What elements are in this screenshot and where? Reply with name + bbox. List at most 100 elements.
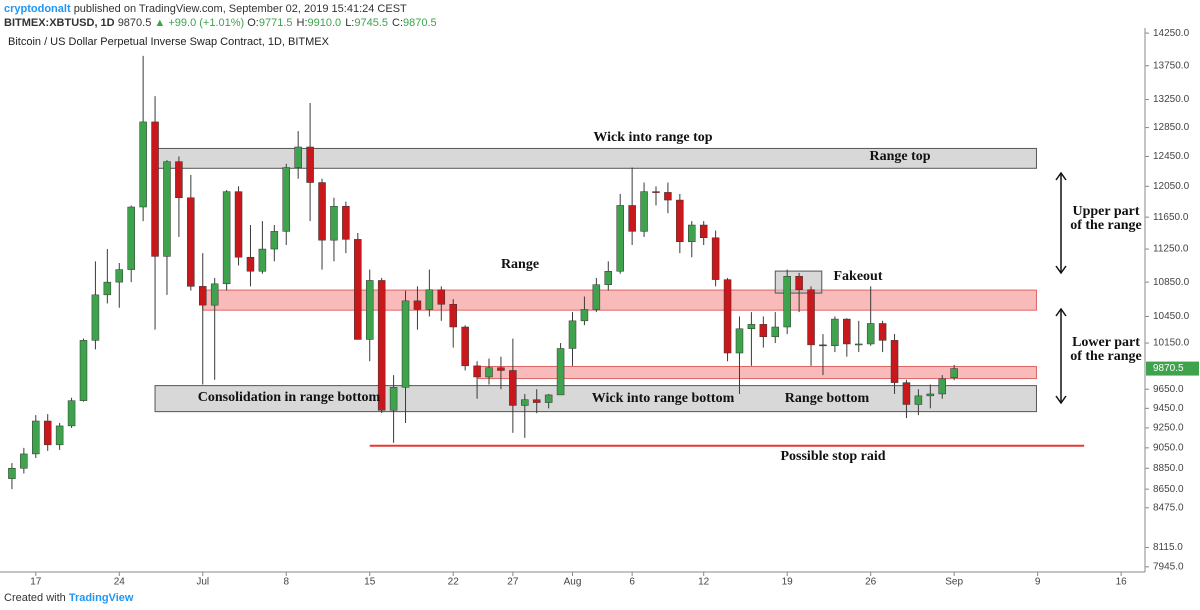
arrow-head bbox=[1055, 171, 1067, 181]
candle-body bbox=[592, 284, 601, 310]
candle-body bbox=[258, 248, 267, 272]
annotation: Range bbox=[501, 257, 539, 272]
candle-body bbox=[79, 340, 88, 401]
candle-body bbox=[210, 283, 219, 306]
y-tick-label: 9450.0 bbox=[1153, 403, 1184, 414]
candle-body bbox=[926, 393, 935, 397]
x-tick-label: Aug bbox=[564, 577, 582, 588]
candle-body bbox=[604, 271, 613, 285]
x-tick-label: 24 bbox=[114, 577, 126, 588]
x-tick-label: 27 bbox=[507, 577, 519, 588]
candle-body bbox=[67, 400, 76, 427]
annotation: of the range bbox=[1070, 349, 1142, 364]
x-tick-label: Jul bbox=[196, 577, 209, 588]
annotation: Possible stop raid bbox=[780, 449, 885, 464]
annotation: Range top bbox=[869, 149, 930, 164]
candle-body bbox=[413, 300, 422, 310]
candle-body bbox=[294, 146, 302, 168]
candle-body bbox=[270, 231, 279, 250]
chart-title: Bitcoin / US Dollar Perpetual Inverse Sw… bbox=[8, 36, 330, 48]
candle-body bbox=[354, 239, 362, 340]
ohlc-value: 9910.0 bbox=[307, 17, 342, 29]
ohlc-value: 9870.5 bbox=[403, 17, 437, 29]
candle-body bbox=[473, 365, 481, 378]
ohlc-key: O: bbox=[247, 17, 259, 29]
candle-body bbox=[306, 146, 314, 183]
candle-body bbox=[950, 368, 958, 379]
symbol-line: BITMEX:XBTUSD, 1D 9870.5 ▲ +99.0 (+1.01%… bbox=[4, 16, 441, 30]
candle-body bbox=[938, 378, 946, 395]
brand[interactable]: TradingView bbox=[68, 592, 134, 604]
zone bbox=[154, 385, 1037, 413]
y-tick-label: 7945.0 bbox=[1153, 561, 1184, 572]
y-tick-label: 12850.0 bbox=[1153, 122, 1190, 133]
y-tick-label: 10450.0 bbox=[1153, 311, 1190, 322]
arrow-head bbox=[1055, 265, 1067, 275]
candle-body bbox=[580, 309, 589, 322]
candle-body bbox=[246, 256, 255, 272]
published: published on TradingView.com, September … bbox=[73, 3, 407, 15]
candle-body bbox=[127, 206, 135, 270]
last-price-tag bbox=[1146, 361, 1199, 376]
candle-body bbox=[139, 121, 147, 208]
candle-body bbox=[509, 370, 517, 406]
publish-line: cryptodonalt published on TradingView.co… bbox=[4, 2, 441, 16]
candle-body bbox=[568, 320, 577, 349]
candle-body bbox=[723, 279, 732, 354]
candle-body bbox=[449, 304, 457, 328]
candle-body bbox=[735, 328, 744, 354]
candle-body bbox=[437, 289, 446, 305]
candle-body bbox=[664, 192, 672, 201]
ohlc-key: C: bbox=[392, 17, 404, 29]
candle-body bbox=[485, 367, 493, 378]
candle-body bbox=[401, 300, 410, 388]
y-tick-label: 9650.0 bbox=[1153, 384, 1184, 395]
annotation: Wick into range top bbox=[593, 130, 712, 145]
candle-body bbox=[544, 394, 553, 403]
x-tick-label: 17 bbox=[30, 577, 42, 588]
ohlc-value: 9771.5 bbox=[258, 17, 293, 29]
candle-body bbox=[55, 425, 64, 446]
candle-body bbox=[759, 324, 768, 338]
candle-body bbox=[91, 294, 100, 341]
y-tick-label: 11250.0 bbox=[1153, 244, 1189, 255]
candle-body bbox=[497, 367, 505, 371]
candle-body bbox=[902, 382, 911, 405]
candle-body bbox=[330, 205, 338, 241]
candle-body bbox=[8, 468, 16, 479]
y-tick-label: 8115.0 bbox=[1153, 542, 1183, 553]
candle-body bbox=[365, 280, 374, 340]
candle-body bbox=[556, 348, 565, 396]
candle-body bbox=[389, 387, 398, 411]
candle-body bbox=[43, 420, 52, 446]
zone bbox=[202, 289, 1037, 311]
candle-body bbox=[115, 269, 124, 283]
candle-body bbox=[795, 276, 803, 290]
candle-body bbox=[819, 344, 827, 347]
candle-body bbox=[688, 224, 696, 243]
candle-body bbox=[187, 197, 195, 287]
y-tick-label: 12050.0 bbox=[1153, 181, 1190, 192]
candle-body bbox=[807, 289, 815, 346]
x-tick-label: 8 bbox=[283, 577, 289, 588]
arrow-head bbox=[1055, 307, 1067, 317]
candle-body bbox=[532, 399, 541, 403]
candle-body bbox=[32, 420, 40, 455]
y-tick-label: 13250.0 bbox=[1153, 94, 1190, 105]
y-tick-label: 13750.0 bbox=[1153, 60, 1190, 71]
candle-body bbox=[771, 326, 780, 338]
annotation: of the range bbox=[1070, 218, 1142, 233]
created: Created with bbox=[4, 592, 66, 604]
candle-body bbox=[521, 399, 529, 406]
candle-body bbox=[175, 161, 183, 198]
candle-body bbox=[199, 286, 207, 306]
candle-body bbox=[855, 343, 863, 346]
candle-body bbox=[878, 323, 887, 341]
author[interactable]: cryptodonalt bbox=[4, 3, 71, 15]
chart: Bitcoin / US Dollar Perpetual Inverse Sw… bbox=[0, 28, 1199, 588]
candle-body bbox=[234, 191, 243, 258]
last: 9870.5 bbox=[117, 17, 152, 29]
x-tick-label: 12 bbox=[698, 577, 710, 588]
candle-body bbox=[377, 280, 386, 411]
y-tick-label: 10150.0 bbox=[1153, 338, 1190, 349]
